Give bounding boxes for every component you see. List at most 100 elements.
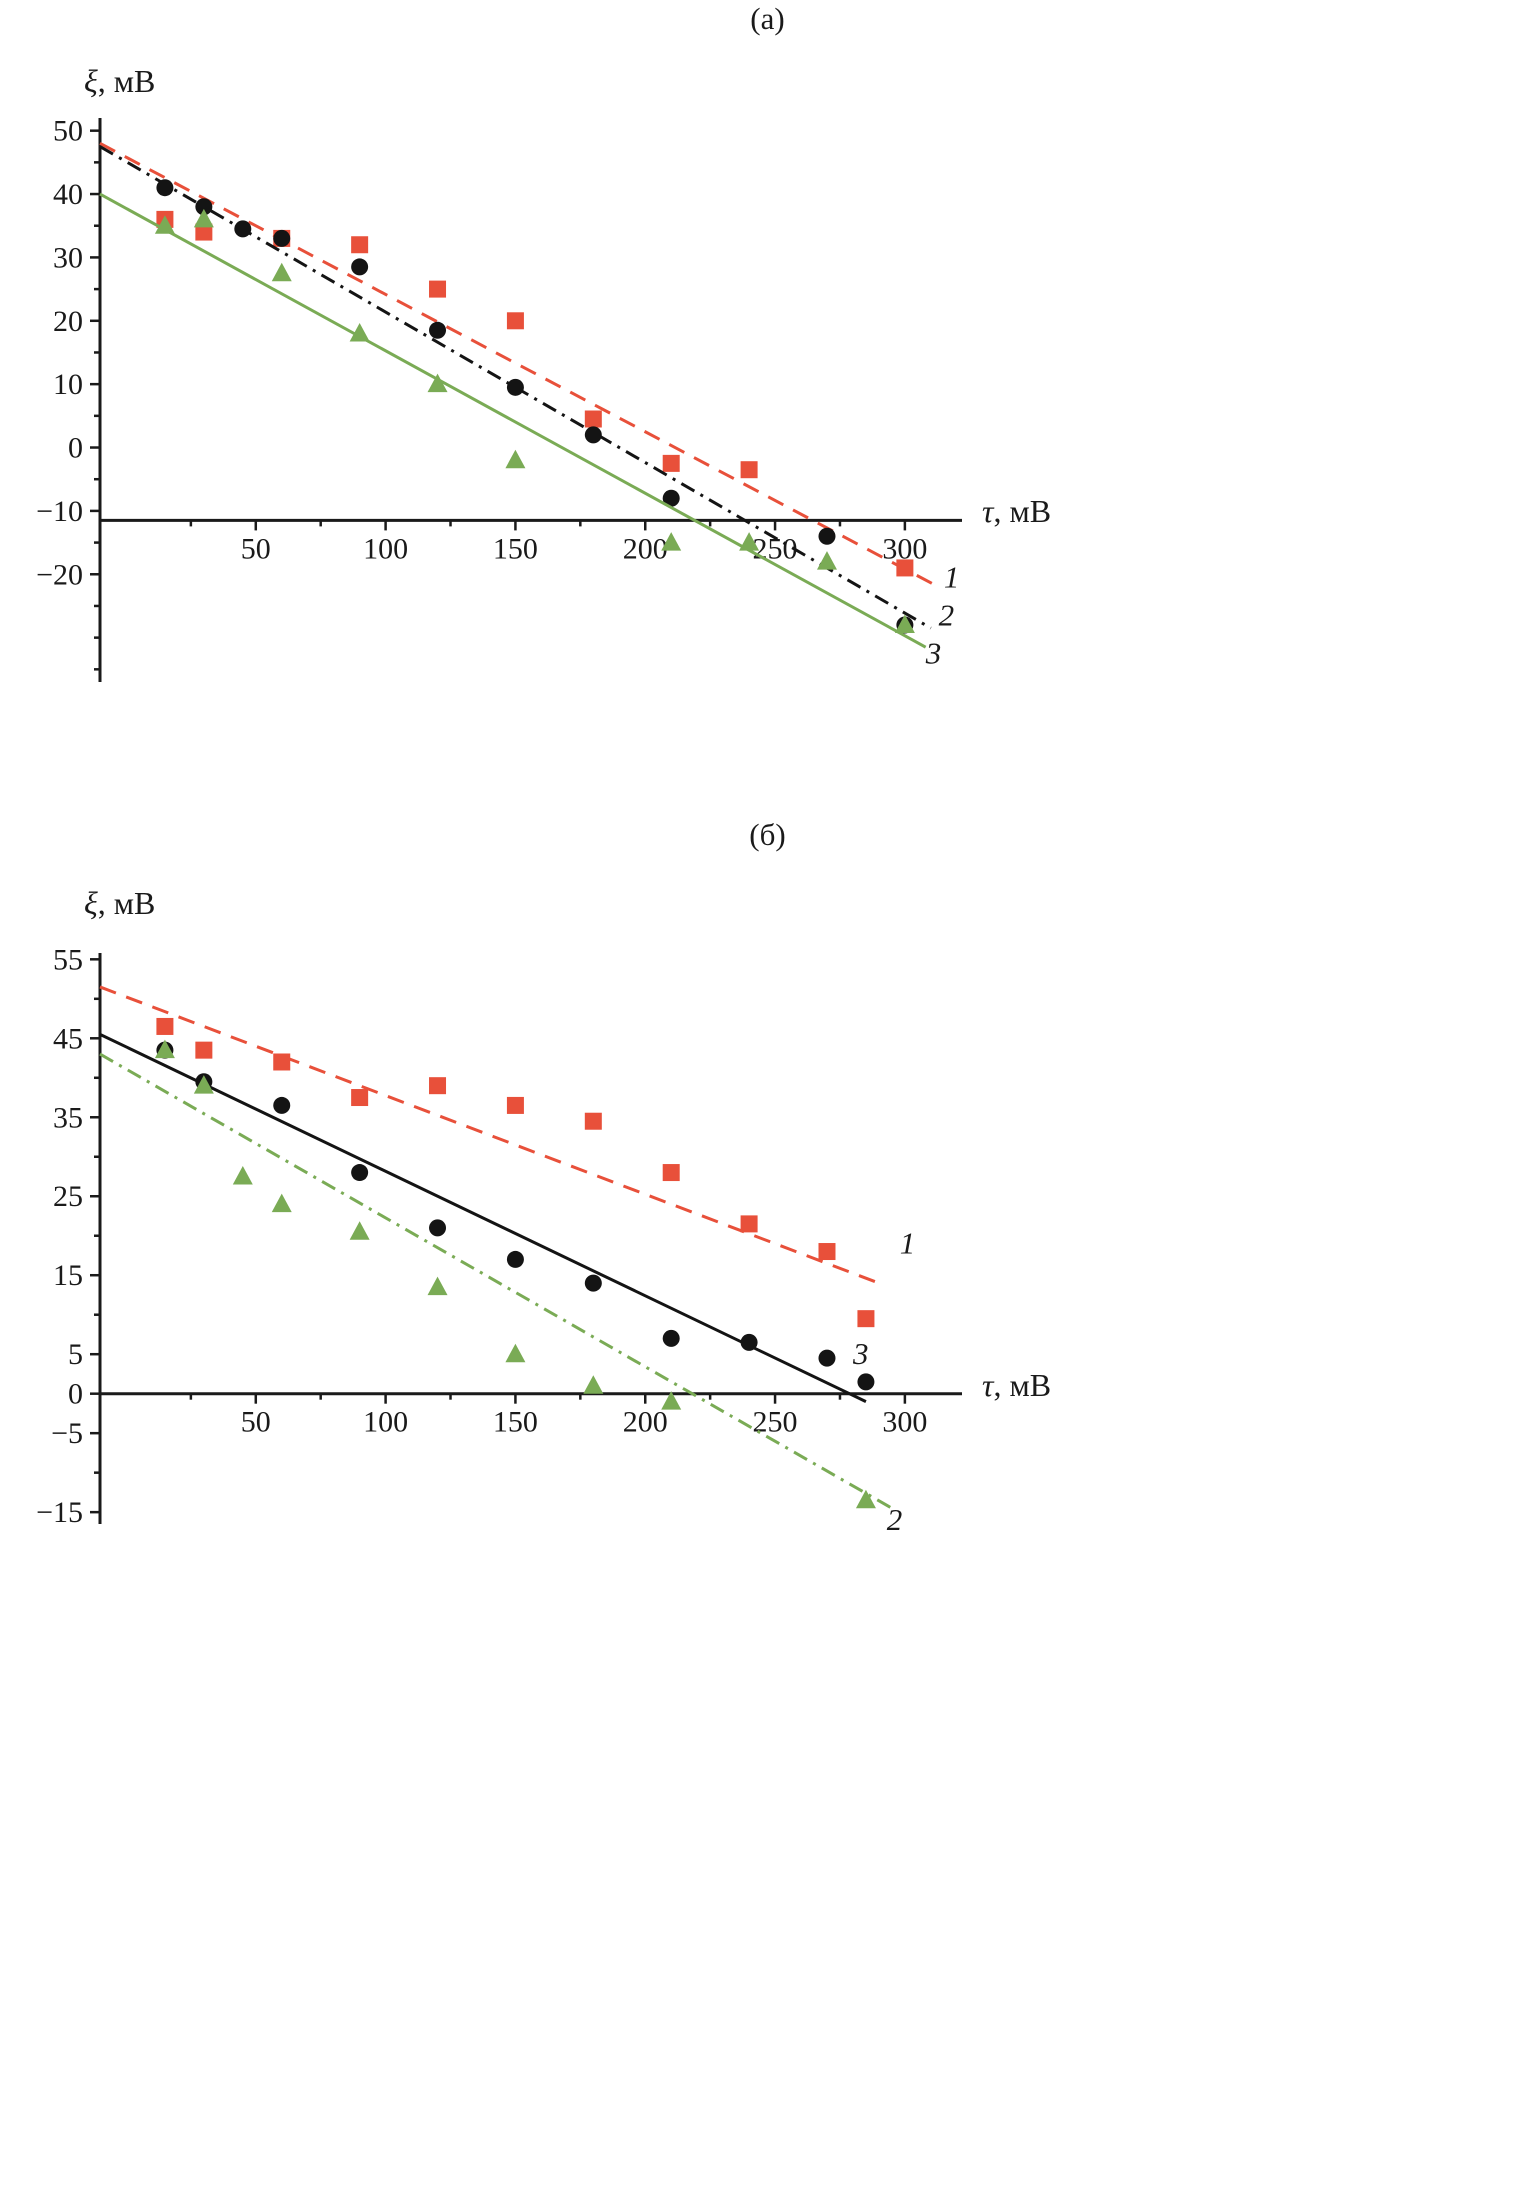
marker-circle: [234, 220, 252, 238]
marker-circle: [662, 1329, 680, 1347]
marker-triangle: [583, 1375, 604, 1394]
marker-square: [429, 280, 447, 298]
marker-triangle: [505, 1343, 526, 1363]
marker-circle: [273, 229, 291, 247]
marker-triangle: [232, 1166, 253, 1185]
marker-circle: [584, 1274, 602, 1292]
marker-triangle: [349, 322, 370, 342]
x-tick-label: 300: [882, 1406, 927, 1439]
series-2: 2: [99, 145, 955, 634]
x-tick-label: 150: [493, 532, 538, 565]
series-label: 2: [887, 1502, 903, 1537]
marker-square: [506, 312, 524, 330]
marker-square: [857, 1310, 875, 1328]
marker-square: [156, 1017, 174, 1035]
x-ticks: 50 100 150 200 250 300: [189, 520, 927, 565]
x-tick-label: 150: [493, 1406, 538, 1439]
series-label: 1: [900, 1226, 916, 1261]
marker-square: [351, 236, 369, 254]
y-tick-label: 20: [53, 305, 83, 338]
marker-triangle: [661, 1391, 682, 1410]
marker-square: [662, 454, 680, 472]
x-tick-label: 100: [363, 532, 408, 565]
y-tick-label: 35: [53, 1101, 83, 1134]
marker-triangle: [427, 1276, 448, 1296]
marker-triangle: [427, 373, 448, 393]
marker-triangle: [349, 1221, 370, 1240]
y-tick-label: 15: [53, 1259, 83, 1292]
series-2: 2: [99, 1039, 903, 1537]
y-tick-label: −15: [36, 1496, 83, 1529]
marker-triangle: [193, 208, 214, 228]
y-tick-label: 25: [53, 1180, 83, 1213]
marker-triangle: [193, 1075, 214, 1094]
y-ticks: 55 45 35 25 15 5 0 −5 −15: [36, 943, 100, 1529]
x-tick-label: 100: [363, 1406, 408, 1439]
y-tick-label: 50: [53, 115, 83, 148]
x-tick-label: 200: [623, 532, 668, 565]
series-label: 1: [944, 559, 960, 594]
trend-line-solid: [99, 1032, 867, 1403]
x-tick-label: 50: [241, 1406, 271, 1439]
marker-square: [195, 1041, 213, 1059]
marker-square: [896, 559, 914, 577]
marker-triangle: [894, 614, 915, 633]
marker-square: [195, 223, 213, 241]
chart-a-x-axis-variable: τ: [982, 493, 994, 529]
marker-square: [584, 1112, 602, 1130]
chart-b-y-axis-label: ξ, мВ: [84, 886, 155, 920]
y-tick-label: 45: [53, 1022, 83, 1055]
x-ticks: 50 100 150 200 250 300: [189, 1393, 927, 1439]
marker-square: [351, 1089, 369, 1107]
y-tick-label: 10: [53, 368, 83, 401]
marker-circle: [740, 1333, 758, 1351]
chart-b-x-axis-label: τ, мВ: [982, 1368, 1051, 1402]
panel-b-title: (б): [749, 817, 786, 852]
marker-circle: [818, 527, 836, 545]
y-tick-label: 5: [68, 1338, 83, 1371]
chart-b-y-axis-unit: , мВ: [97, 885, 156, 921]
x-tick-label: 200: [623, 1406, 668, 1439]
series-label: 3: [925, 635, 942, 670]
series-label: 3: [852, 1336, 869, 1371]
y-tick-label: 40: [53, 178, 83, 211]
chart-a-x-axis-unit: , мВ: [993, 493, 1052, 529]
marker-triangle: [154, 1039, 175, 1059]
marker-triangle: [661, 532, 682, 551]
marker-square: [584, 410, 602, 428]
marker-square: [818, 1243, 836, 1261]
marker-circle: [429, 1219, 447, 1237]
y-tick-label: 0: [68, 1378, 83, 1411]
marker-square: [429, 1077, 447, 1095]
marker-circle: [506, 378, 524, 396]
marker-circle: [273, 1096, 291, 1114]
marker-circle: [195, 198, 213, 216]
marker-square: [506, 1096, 524, 1114]
marker-circle: [351, 258, 369, 276]
series-1: 1: [99, 985, 916, 1328]
trend-line-dashed: [99, 985, 880, 1285]
chart-a-y-axis-label: ξ, мВ: [84, 64, 155, 98]
marker-circle: [818, 1349, 836, 1367]
marker-triangle: [505, 449, 526, 469]
marker-circle: [506, 1250, 524, 1268]
trend-line-dashed: [99, 142, 940, 589]
panel-a-title: (а): [750, 1, 785, 36]
marker-circle: [351, 1164, 369, 1182]
y-tick-label: −10: [36, 495, 83, 528]
chart-a-y-axis-unit: , мВ: [97, 63, 156, 99]
marker-circle: [662, 489, 680, 507]
marker-circle: [156, 179, 174, 197]
y-tick-label: −20: [36, 558, 83, 591]
series-label: 2: [939, 597, 955, 632]
chart-b-x-axis-variable: τ: [982, 1367, 994, 1403]
y-ticks: 50 40 30 20 10 0 −10 −20: [36, 115, 100, 671]
marker-triangle: [739, 532, 760, 551]
series-3: 3: [99, 1032, 875, 1403]
y-tick-label: −5: [51, 1417, 83, 1450]
x-tick-label: 50: [241, 532, 271, 565]
